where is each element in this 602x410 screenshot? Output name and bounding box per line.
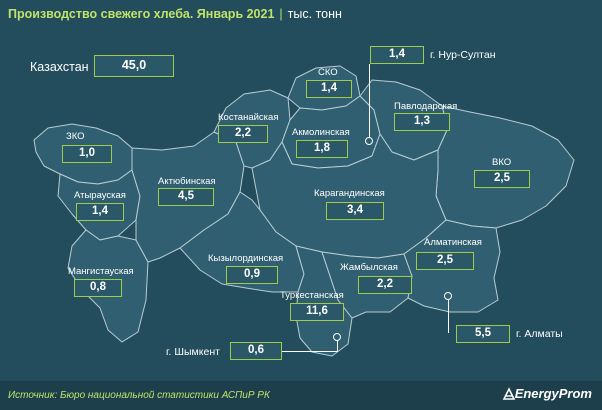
region-label-mangystau: Мангистауская: [68, 266, 134, 277]
city-label-almaty: г. Алматы: [516, 328, 563, 340]
region-value-kostanay: 2,2: [218, 125, 268, 143]
city-value-nur-sultan: 1,4: [370, 46, 424, 64]
brand-name: EnergyProm: [514, 386, 592, 401]
region-value-pavlodar: 1,3: [394, 113, 450, 131]
region-value-zko: 1,0: [62, 145, 112, 163]
city-marker-nur-sultan: [365, 137, 373, 145]
chart-title: Производство свежего хлеба. Январь 2021: [8, 7, 275, 21]
region-value-karaganda: 3,4: [326, 202, 384, 220]
region-value-sko: 1,4: [306, 80, 352, 98]
region-label-sko: СКО: [318, 67, 338, 78]
city-marker-shymkent: [333, 333, 341, 341]
city-leader-nur-sultan: [369, 64, 370, 138]
region-label-kyzylorda: Кызылординская: [208, 253, 284, 264]
title-bar: Производство свежего хлеба. Январь 2021 |…: [8, 7, 342, 21]
region-value-kyzylorda: 0,9: [226, 266, 278, 284]
region-value-atyrau: 1,4: [76, 203, 124, 221]
unit-label: тыс. тонн: [287, 7, 342, 21]
region-label-atyrau: Атырауская: [74, 190, 126, 201]
source-note: Источник: Бюро национальной статистики А…: [8, 390, 270, 401]
city-leader-shymkent: [282, 351, 337, 352]
region-value-vko: 2,5: [474, 170, 530, 188]
city-label-nur-sultan: г. Нур-Султан: [430, 49, 496, 61]
energyprom-logo-icon: [502, 387, 516, 400]
region-value-mangystau: 0,8: [74, 279, 122, 297]
city-marker-almaty: [444, 292, 452, 300]
city-leader-almaty: [448, 300, 449, 333]
city-leader-shymkent-vertical: [337, 340, 338, 352]
total-label: Казахстан: [30, 60, 89, 74]
city-label-shymkent: г. Шымкент: [166, 346, 220, 358]
region-value-akmola: 1,8: [296, 140, 348, 158]
region-value-zhambyl: 2,2: [358, 276, 412, 294]
region-label-kostanay: Костанайская: [218, 112, 279, 123]
total-value: 45,0: [94, 55, 174, 77]
region-label-vko: ВКО: [492, 157, 512, 168]
city-value-shymkent: 0,6: [230, 342, 282, 360]
region-value-aktobe: 4,5: [158, 188, 214, 206]
footer: Источник: Бюро национальной статистики А…: [0, 381, 602, 410]
region-value-almaty-region: 2,5: [416, 252, 474, 270]
region-label-zko: ЗКО: [66, 131, 85, 142]
region-label-aktobe: Актюбинская: [158, 176, 216, 187]
region-value-turkestan: 11,6: [290, 303, 344, 321]
region-label-akmola: Акмолинская: [292, 127, 350, 138]
region-label-almaty-region: Алматинская: [424, 237, 482, 248]
city-value-almaty: 5,5: [456, 325, 510, 343]
region-label-zhambyl: Жамбылская: [340, 262, 398, 273]
region-label-turkestan: Туркестанская: [280, 290, 344, 301]
region-label-karaganda: Карагандинская: [314, 188, 385, 199]
region-label-pavlodar: Павлодарская: [394, 101, 458, 112]
